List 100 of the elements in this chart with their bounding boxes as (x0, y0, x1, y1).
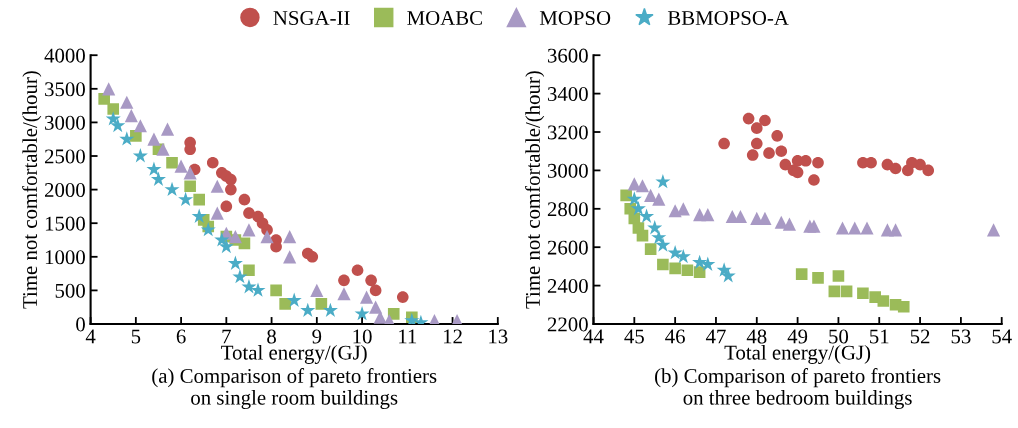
point (669, 262, 681, 275)
point (655, 237, 671, 252)
y-tick-label: 0 (76, 317, 85, 332)
point (338, 274, 350, 287)
x-axis-title: Total energy/(GJ) (221, 344, 367, 364)
point (877, 295, 890, 307)
y-tick-label: 3000 (547, 163, 588, 178)
y-tick-label: 1000 (45, 250, 85, 265)
point (365, 274, 377, 287)
text: (b) Comparison of pareto frontiers on three bedroom buildings (655, 368, 941, 410)
point (210, 179, 224, 193)
point (147, 132, 161, 146)
point (750, 137, 763, 150)
point (626, 191, 642, 206)
point (360, 290, 374, 304)
point (238, 193, 251, 206)
point (779, 158, 792, 171)
point (644, 243, 657, 255)
point (191, 208, 207, 223)
point (369, 300, 383, 314)
point (193, 193, 205, 206)
x-tick-label: 45 (624, 329, 644, 344)
point (782, 217, 797, 231)
x-tick-label: 54 (992, 329, 1012, 344)
point (759, 114, 771, 127)
point (651, 229, 667, 245)
point (835, 221, 850, 235)
point (657, 258, 669, 271)
x-tick-label: 8 (267, 329, 276, 344)
point (775, 145, 788, 158)
point (635, 179, 650, 193)
point (914, 158, 926, 171)
x-tick-label: 4 (85, 329, 96, 344)
point (922, 164, 935, 177)
point (840, 285, 853, 298)
point (636, 229, 649, 242)
point (227, 255, 243, 270)
point (337, 287, 351, 301)
point (315, 298, 328, 310)
point (146, 161, 162, 176)
point (174, 159, 188, 173)
point (354, 306, 370, 321)
point (652, 192, 666, 206)
point (387, 308, 400, 320)
point (124, 109, 138, 123)
point (218, 238, 234, 254)
point (396, 291, 409, 303)
y-tick-label: 3200 (547, 125, 588, 140)
x-tick-label: 6 (176, 329, 186, 344)
x-axis-title: Total energy/(GJ) (724, 344, 871, 364)
y-tick-label: 1500 (45, 216, 85, 231)
point (306, 250, 319, 263)
x-tick-label: 7 (222, 329, 231, 344)
point (107, 103, 120, 115)
point (102, 82, 116, 96)
point (200, 222, 216, 237)
x-tick-label: 48 (746, 329, 767, 344)
point (857, 287, 869, 300)
point (860, 221, 874, 235)
point (718, 137, 730, 150)
point (720, 268, 736, 283)
y-tick-label: 2600 (547, 240, 588, 255)
point (807, 219, 821, 233)
point (119, 131, 135, 146)
x-tick-label: 47 (705, 329, 726, 344)
point (888, 223, 903, 237)
point (160, 122, 175, 136)
point (206, 156, 219, 169)
point (369, 284, 382, 297)
legend-label: MOABC (407, 10, 482, 25)
point (232, 269, 248, 284)
point (225, 173, 237, 186)
point (120, 95, 134, 109)
y-tick-label: 3600 (547, 48, 588, 63)
point (279, 298, 291, 310)
y-tick-label: 2800 (547, 202, 588, 217)
point (681, 264, 694, 277)
x-tick-label: 11 (399, 329, 417, 344)
x-tick-label: 5 (131, 329, 141, 344)
point (808, 174, 820, 186)
point (746, 149, 759, 161)
point (270, 284, 282, 297)
point (351, 264, 364, 277)
x-tick-label: 13 (489, 329, 508, 344)
point (241, 279, 257, 294)
point (639, 208, 655, 223)
x-tick-label: 52 (910, 329, 930, 344)
y-tick-label: 3400 (547, 86, 588, 102)
point (110, 117, 126, 133)
point (183, 166, 197, 180)
y-axis-title: Time not comfortable/(hour) (525, 71, 545, 309)
point (655, 174, 671, 189)
point (132, 148, 148, 163)
point (150, 171, 166, 186)
point (184, 180, 196, 193)
legend-label: MOPSO (539, 10, 611, 25)
legend-label: NSGA-II (273, 10, 350, 25)
point (848, 221, 862, 235)
point (283, 230, 297, 244)
point (644, 188, 658, 202)
